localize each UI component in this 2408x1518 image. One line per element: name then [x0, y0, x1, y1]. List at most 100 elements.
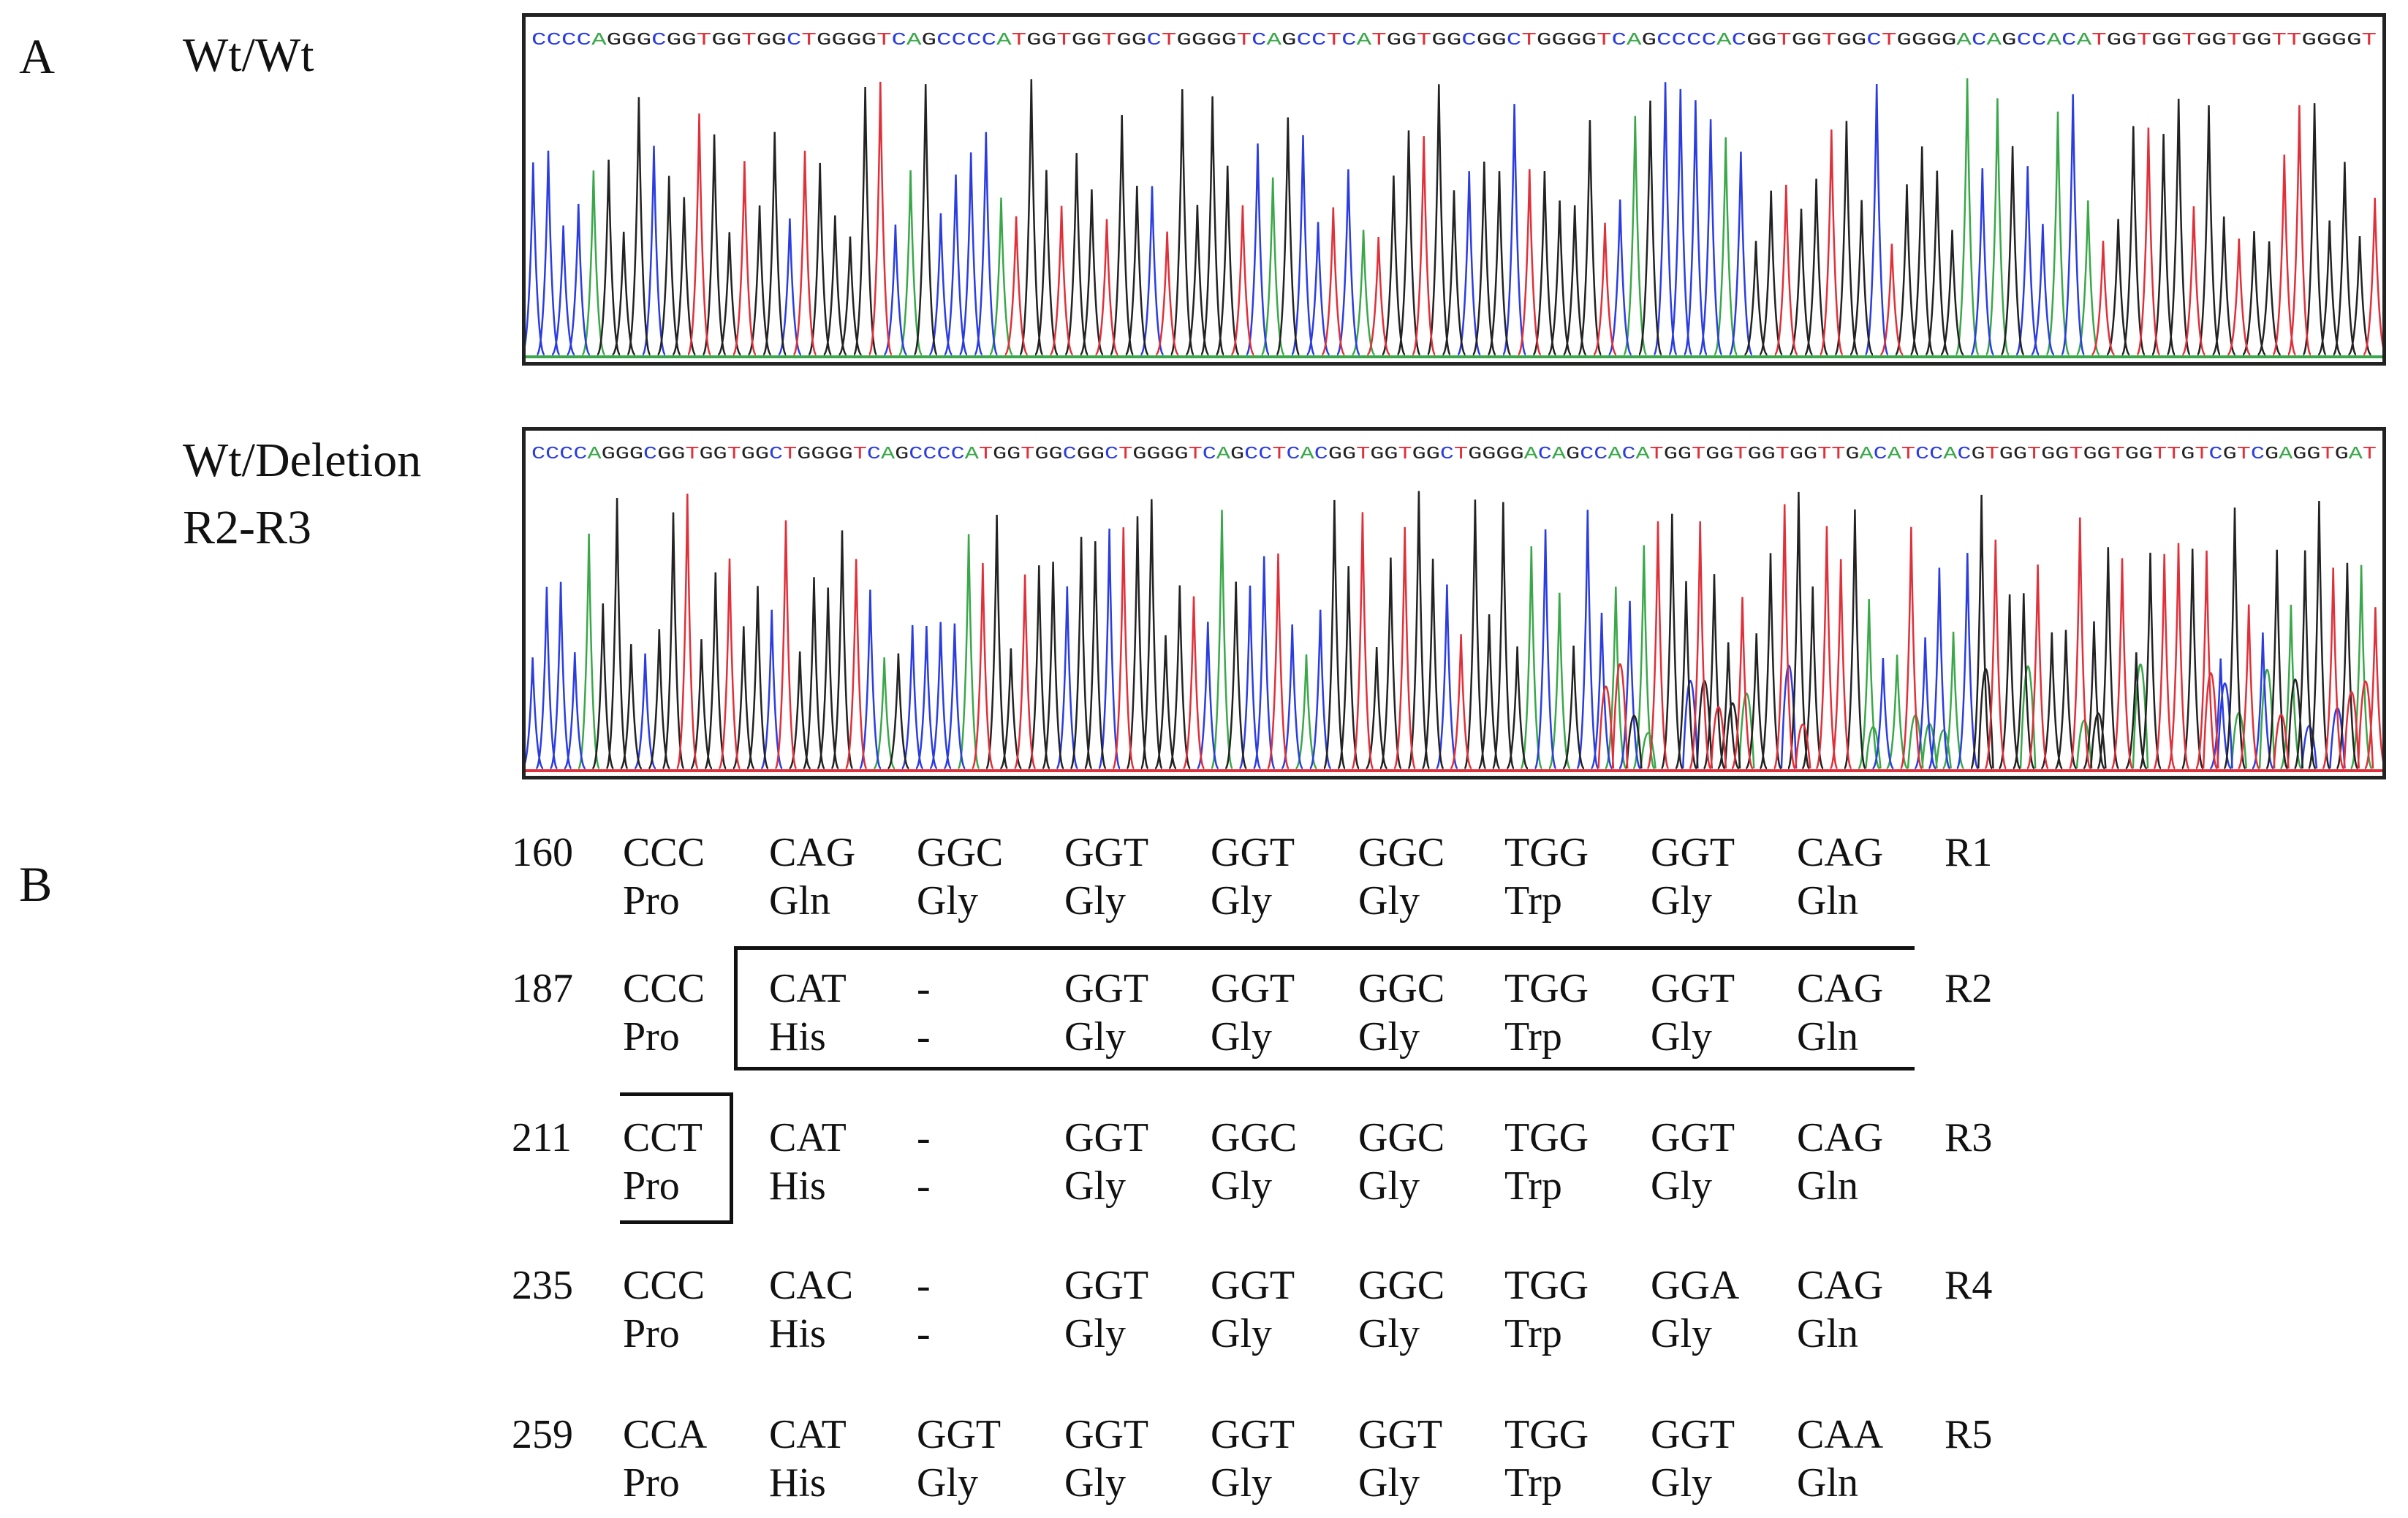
amino-acid-cell: Gly [1358, 1014, 1420, 1060]
codon-cell: CCC [623, 830, 705, 875]
amino-acid-cell: Gly [1064, 878, 1126, 924]
codon-cell: GGT [917, 1412, 1002, 1457]
codon-cell: CAG [1797, 830, 1884, 875]
codon-cell: GGC [1358, 1115, 1445, 1160]
codon-cell: GGT [1064, 830, 1149, 875]
codon-cell: GGT [1211, 1263, 1295, 1308]
codon-cell: - [917, 966, 931, 1011]
amino-acid-cell: His [769, 1163, 826, 1209]
codon-cell: GGA [1651, 1263, 1740, 1308]
codon-cell: GGC [1358, 966, 1445, 1011]
codon-cell: GGC [1358, 830, 1445, 875]
amino-acid-cell: Gly [1064, 1460, 1126, 1506]
sample-label-wt-deletion: Wt/Deletion R2-R3 [183, 434, 422, 554]
codon-cell: GGT [1651, 830, 1735, 875]
amino-acid-cell: Gly [1211, 1014, 1272, 1060]
codon-cell: CAT [769, 1412, 847, 1457]
sample-label-wt-wt: Wt/Wt [183, 29, 314, 82]
amino-acid-cell: Gly [1651, 1163, 1712, 1209]
amino-acid-cell: His [769, 1311, 826, 1356]
codon-cell: GGT [1211, 1412, 1295, 1457]
trace-c [526, 82, 2086, 356]
codon-cell: GGT [1651, 966, 1735, 1011]
trace-t [675, 494, 2382, 770]
codon-cell: CCA [623, 1412, 708, 1457]
codon-cell: GGT [1211, 966, 1295, 1011]
panel-label-b: B [19, 856, 53, 912]
amino-acid-cell: His [769, 1014, 826, 1060]
codon-cell: TGG [1504, 830, 1589, 875]
amino-acid-cell: Gly [1064, 1014, 1126, 1060]
amino-acid-cell: Gln [1797, 878, 1858, 924]
amino-acid-cell: - [917, 1014, 931, 1060]
amino-acid-cell: Gly [1211, 1460, 1272, 1506]
amino-acid-cell: Gly [1358, 1460, 1420, 1506]
codon-cell: CCC [623, 966, 705, 1011]
table-row-position: 160 [512, 830, 573, 875]
codon-cell: TGG [1504, 1115, 1589, 1160]
codon-cell: TGG [1504, 966, 1589, 1011]
codon-cell: GGC [1211, 1115, 1298, 1160]
codon-cell: - [917, 1115, 931, 1160]
table-row-position: 187 [512, 966, 573, 1011]
amino-acid-cell: Gly [1358, 1311, 1420, 1356]
trace-g [596, 79, 2372, 356]
amino-acid-cell: Gly [1064, 1311, 1126, 1356]
amino-acid-cell: Gly [1651, 1014, 1712, 1060]
amino-acid-cell: His [769, 1460, 826, 1506]
codon-cell: GGC [1358, 1263, 1445, 1308]
amino-acid-cell: Gly [1358, 1163, 1420, 1209]
codon-cell: CAG [769, 830, 856, 875]
amino-acid-cell: Trp [1504, 1311, 1562, 1356]
amino-acid-cell: Gly [1651, 1311, 1712, 1356]
amino-acid-cell: Gly [1211, 1163, 1272, 1209]
amino-acid-cell: - [917, 1311, 931, 1356]
amino-acid-cell: Pro [623, 1460, 680, 1506]
amino-acid-cell: Pro [623, 878, 680, 924]
amino-acid-cell: Gly [1358, 878, 1420, 924]
panel-label-a: A [19, 29, 56, 84]
repeat-label: R4 [1945, 1263, 1993, 1308]
codon-cell: TGG [1504, 1412, 1589, 1457]
table-row-position: 235 [512, 1263, 573, 1308]
amino-acid-cell: Gln [769, 878, 830, 924]
amino-acid-cell: Gly [1651, 1460, 1712, 1506]
deletion-bracket-r2 [734, 946, 1915, 1070]
codon-cell: GGT [1651, 1412, 1735, 1457]
amino-acid-cell: Gln [1797, 1311, 1858, 1356]
amino-acid-cell: Trp [1504, 1014, 1562, 1060]
codon-cell: - [917, 1263, 931, 1308]
codon-cell: GGT [1651, 1115, 1735, 1160]
amino-acid-cell: Gly [1211, 878, 1272, 924]
codon-cell: GGT [1211, 830, 1295, 875]
amino-acid-cell: Gln [1797, 1014, 1858, 1060]
codon-cell: CAG [1797, 966, 1884, 1011]
codon-cell: GGC [917, 830, 1004, 875]
table-row-position: 211 [512, 1115, 572, 1160]
amino-acid-cell: Trp [1504, 1460, 1562, 1506]
repeat-label: R3 [1945, 1115, 1993, 1160]
table-row-position: 259 [512, 1412, 573, 1457]
codon-cell: GGT [1064, 1263, 1149, 1308]
amino-acid-cell: Pro [623, 1311, 680, 1356]
codon-cell: TGG [1504, 1263, 1589, 1308]
trace-a [581, 78, 2100, 356]
amino-acid-cell: Gly [1651, 878, 1712, 924]
amino-acid-cell: Gln [1797, 1163, 1858, 1209]
codon-cell: CAT [769, 1115, 847, 1160]
amino-acid-cell: Pro [623, 1014, 680, 1060]
codon-cell: CAT [769, 966, 847, 1011]
amino-acid-cell: Gly [1211, 1311, 1272, 1356]
codon-cell: CCC [623, 1263, 705, 1308]
codon-cell: CCT [623, 1115, 703, 1160]
codon-cell: CAC [769, 1263, 854, 1308]
repeat-label: R5 [1945, 1412, 1993, 1457]
codon-cell: CAA [1797, 1412, 1884, 1457]
amino-acid-cell: Trp [1504, 878, 1562, 924]
trace-c [526, 510, 2346, 770]
amino-acid-cell: - [917, 1163, 931, 1209]
